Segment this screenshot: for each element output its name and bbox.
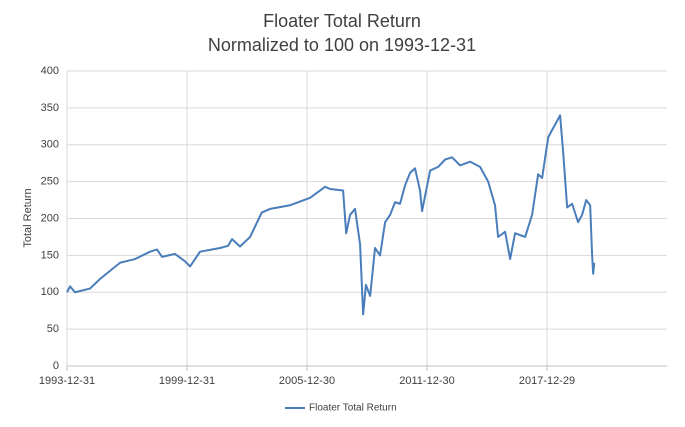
- x-tick-label: 1993-12-31: [39, 375, 95, 387]
- y-tick-label: 250: [41, 176, 59, 188]
- chart-subtitle: Normalized to 100 on 1993-12-31: [208, 35, 476, 55]
- chart-title: Floater Total Return: [263, 11, 421, 31]
- y-tick-label: 50: [47, 323, 59, 335]
- x-tick-label: 2017-12-29: [519, 375, 575, 387]
- data-line: [66, 114, 596, 316]
- x-tick-label: 2005-12-30: [279, 375, 335, 387]
- y-tick-label: 100: [41, 286, 59, 298]
- y-tick-label: 0: [53, 360, 59, 372]
- x-tick-label: 1999-12-31: [159, 375, 215, 387]
- y-tick-label: 300: [41, 139, 59, 151]
- y-tick-label: 400: [41, 65, 59, 77]
- y-tick-label: 200: [41, 212, 59, 224]
- x-tick-label: 2011-12-30: [399, 375, 454, 387]
- y-tick-label: 150: [41, 249, 59, 261]
- y-tick-label: 350: [41, 102, 59, 114]
- y-axis-label: Total Return: [22, 188, 34, 247]
- legend-label: Floater Total Return: [309, 403, 397, 414]
